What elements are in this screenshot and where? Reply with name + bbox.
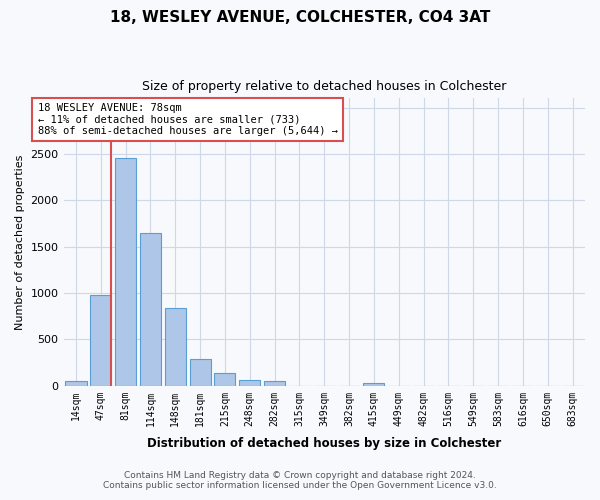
Text: 18, WESLEY AVENUE, COLCHESTER, CO4 3AT: 18, WESLEY AVENUE, COLCHESTER, CO4 3AT xyxy=(110,10,490,25)
Bar xyxy=(90,295,112,386)
Bar xyxy=(165,308,186,386)
Bar xyxy=(140,233,161,386)
Bar xyxy=(190,359,211,386)
Text: Contains HM Land Registry data © Crown copyright and database right 2024.
Contai: Contains HM Land Registry data © Crown c… xyxy=(103,470,497,490)
X-axis label: Distribution of detached houses by size in Colchester: Distribution of detached houses by size … xyxy=(147,437,502,450)
Bar xyxy=(264,381,285,386)
Text: 18 WESLEY AVENUE: 78sqm
← 11% of detached houses are smaller (733)
88% of semi-d: 18 WESLEY AVENUE: 78sqm ← 11% of detache… xyxy=(38,103,338,136)
Bar xyxy=(239,380,260,386)
Bar xyxy=(364,383,385,386)
Bar xyxy=(115,158,136,386)
Bar xyxy=(214,373,235,386)
Bar xyxy=(65,380,86,386)
Y-axis label: Number of detached properties: Number of detached properties xyxy=(15,154,25,330)
Title: Size of property relative to detached houses in Colchester: Size of property relative to detached ho… xyxy=(142,80,506,93)
